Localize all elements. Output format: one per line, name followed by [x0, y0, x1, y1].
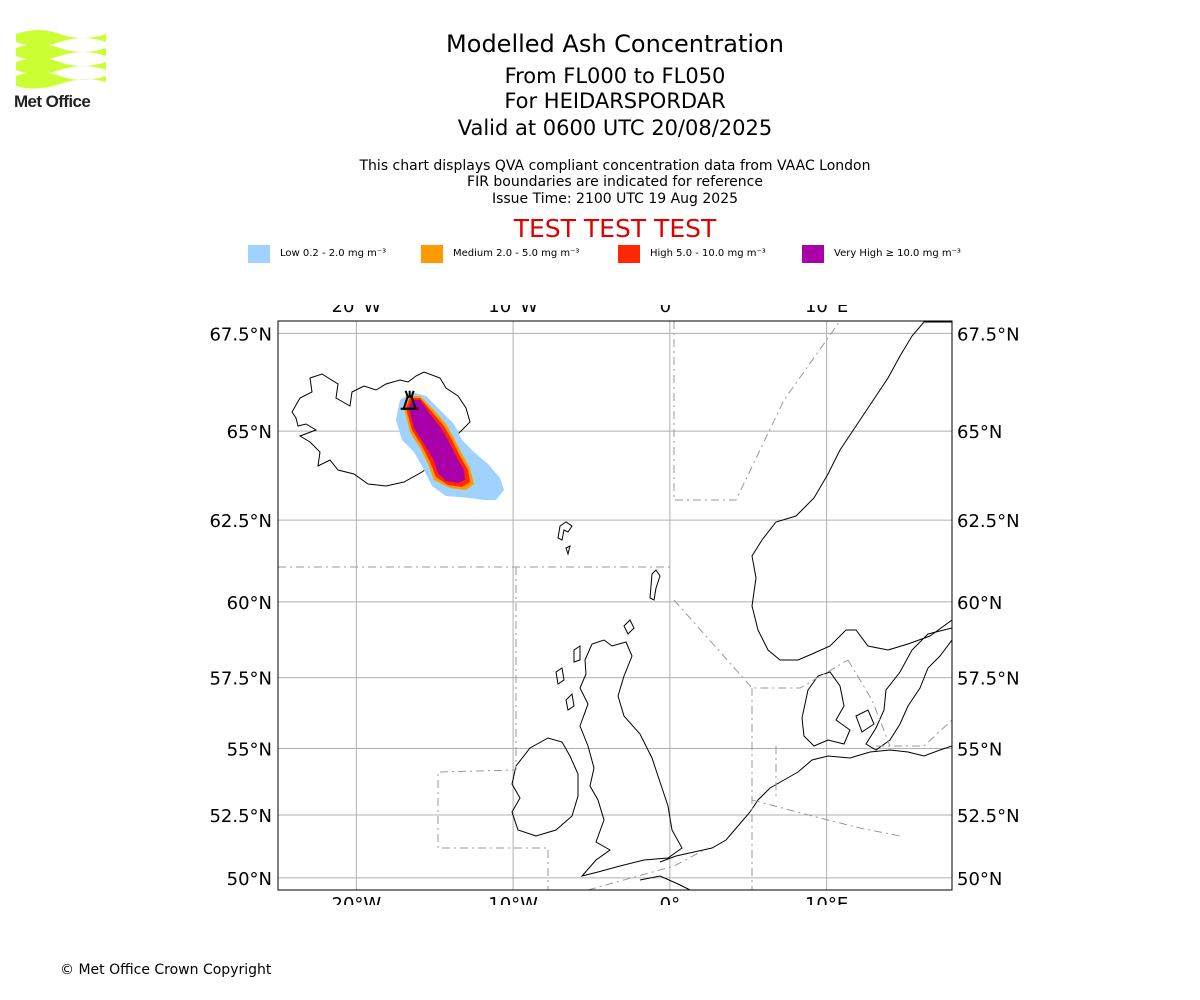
coastline-ireland	[511, 737, 579, 837]
lat-tick-label-left: 55°N	[227, 739, 272, 760]
coastline-sweden	[865, 627, 952, 751]
lat-tick-label-right: 62.5°N	[957, 511, 1020, 532]
coastline-shetland	[649, 569, 661, 601]
legend-swatch-low	[248, 245, 270, 263]
coastline-iceland	[291, 371, 471, 487]
map-frame	[277, 320, 953, 891]
flight-levels: From FL000 to FL050	[504, 64, 726, 88]
coastline-orkney	[623, 619, 635, 635]
lat-tick-label-right: 50°N	[957, 869, 1002, 890]
met-office-logo-icon	[16, 30, 106, 89]
lat-tick-label-right: 57.5°N	[957, 669, 1020, 690]
volcano-marker-icon	[400, 390, 419, 410]
lat-tick-label-left: 50°N	[227, 869, 272, 890]
chart-title: Modelled Ash Concentration	[446, 30, 784, 58]
coastline-denmark	[801, 671, 875, 747]
legend-label-low: Low 0.2 - 2.0 mg m⁻³	[280, 248, 387, 259]
map-tick-labels: 20°W 20°W 10°W 10°W 0° 0° 10°E 10°E 67.5°N 67.5°N…	[209, 305, 1019, 905]
coastline-norway	[751, 321, 952, 661]
legend-swatch-very-high	[802, 245, 824, 263]
issue-time: Issue Time: 2100 UTC 19 Aug 2025	[491, 191, 739, 207]
concentration-legend: Low 0.2 - 2.0 mg m⁻³ Medium 2.0 - 5.0 mg…	[0, 242, 1200, 266]
valid-time: Valid at 0600 UTC 20/08/2025	[457, 116, 773, 140]
ash-concentration-map: 20°W 20°W 10°W 10°W 0° 0° 10°E 10°E 67.5°N 67.5°N…	[209, 305, 1019, 905]
lat-tick-label-right: 52.5°N	[957, 806, 1020, 827]
lat-tick-label-left: 65°N	[227, 422, 272, 443]
lat-tick-label-left: 57.5°N	[209, 669, 272, 690]
lat-tick-label-left: 62.5°N	[209, 511, 272, 532]
lon-tick-label-bottom: 10°W	[488, 894, 538, 905]
lat-tick-label-left: 60°N	[227, 593, 272, 614]
legend-label-high: High 5.0 - 10.0 mg m⁻³	[650, 248, 766, 259]
lon-tick-label-top: 10°W	[488, 305, 538, 317]
legend-label-medium: Medium 2.0 - 5.0 mg m⁻³	[453, 248, 580, 259]
lon-tick-label-top: 20°W	[332, 305, 382, 317]
coastline-faroe	[557, 521, 573, 556]
coastline-brittany	[639, 875, 691, 890]
info-line-1: This chart displays QVA compliant concen…	[359, 158, 871, 174]
lon-tick-label-top: 10°E	[805, 305, 848, 317]
ash-plume-very-high	[409, 400, 465, 483]
lat-tick-label-right: 67.5°N	[957, 324, 1020, 345]
met-office-logo-text: Met Office	[14, 92, 91, 111]
legend-label-very-high: Very High ≥ 10.0 mg m⁻³	[834, 248, 961, 259]
lat-tick-label-left: 52.5°N	[209, 806, 272, 827]
lon-tick-label-bottom: 20°W	[332, 894, 382, 905]
copyright-notice: © Met Office Crown Copyright	[60, 962, 272, 978]
lat-tick-label-left: 67.5°N	[209, 324, 272, 345]
lat-tick-label-right: 55°N	[957, 739, 1002, 760]
coastline-hebrides	[555, 645, 581, 711]
lat-tick-label-right: 60°N	[957, 593, 1002, 614]
map-gridlines	[278, 321, 952, 890]
test-banner: TEST TEST TEST	[513, 214, 717, 243]
lat-tick-label-right: 65°N	[957, 422, 1002, 443]
coastline-great-britain	[579, 639, 683, 877]
lon-tick-label-bottom: 10°E	[805, 894, 848, 905]
info-line-2: FIR boundaries are indicated for referen…	[467, 174, 763, 190]
legend-swatch-medium	[421, 245, 443, 263]
lon-tick-label-top: 0°	[660, 305, 680, 317]
lon-tick-label-bottom: 0°	[660, 894, 680, 905]
legend-swatch-high	[618, 245, 640, 263]
fir-boundaries	[278, 321, 952, 890]
coastline-continent	[659, 745, 952, 863]
ash-plume	[396, 392, 504, 500]
volcano-name: For HEIDARSPORDAR	[504, 89, 726, 113]
